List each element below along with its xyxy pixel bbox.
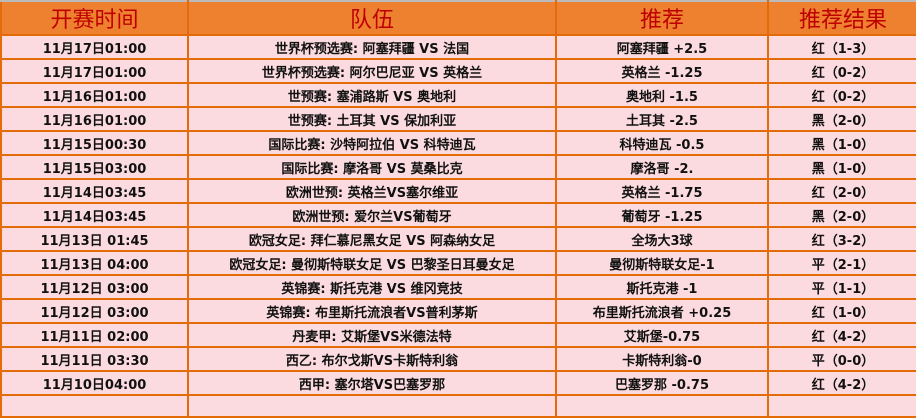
cell-time: 11月17日01:00 — [0, 34, 189, 60]
table-row: 11月14日03:45 欧洲世预: 英格兰VS塞尔维亚 英格兰 -1.75 红（2-0… — [0, 178, 916, 204]
cell-result: 黑（1-0） — [767, 154, 916, 180]
cell-time: 11月13日 01:45 — [0, 226, 189, 252]
cell-pick: 阿塞拜疆 +2.5 — [555, 34, 769, 60]
cell-pick: 卡斯特利翁-0 — [555, 346, 769, 372]
cell-time: 11月11日 02:00 — [0, 322, 189, 348]
empty-cell — [555, 394, 769, 418]
cell-time: 11月11日 03:30 — [0, 346, 189, 372]
cell-time: 11月13日 04:00 — [0, 250, 189, 276]
cell-time: 11月14日03:45 — [0, 178, 189, 204]
cell-time: 11月12日 03:00 — [0, 274, 189, 300]
cell-time: 11月15日00:30 — [0, 130, 189, 156]
cell-pick: 土耳其 -2.5 — [555, 106, 769, 132]
cell-pick: 英格兰 -1.75 — [555, 178, 769, 204]
table-row: 11月17日01:00 世界杯预选赛: 阿尔巴尼亚 VS 英格兰 英格兰 -1.25… — [0, 58, 916, 84]
table-row: 11月13日 04:00 欧冠女足: 曼彻斯特联女足 VS 巴黎圣日耳曼女足 曼彻斯… — [0, 250, 916, 276]
empty-cell — [187, 394, 557, 418]
cell-pick: 科特迪瓦 -0.5 — [555, 130, 769, 156]
cell-result: 红（1-3） — [767, 34, 916, 60]
cell-time: 11月14日03:45 — [0, 202, 189, 228]
cell-match: 世预赛: 土耳其 VS 保加利亚 — [187, 106, 557, 132]
cell-match: 欧冠女足: 曼彻斯特联女足 VS 巴黎圣日耳曼女足 — [187, 250, 557, 276]
cell-result: 黑（2-0） — [767, 202, 916, 228]
cell-match: 英锦赛: 布里斯托流浪者VS普利茅斯 — [187, 298, 557, 324]
cell-time: 11月16日01:00 — [0, 82, 189, 108]
cell-match: 国际比赛: 沙特阿拉伯 VS 科特迪瓦 — [187, 130, 557, 156]
cell-time: 11月16日01:00 — [0, 106, 189, 132]
empty-cell — [0, 394, 189, 418]
cell-result: 黑（1-0） — [767, 130, 916, 156]
cell-pick: 摩洛哥 -2. — [555, 154, 769, 180]
header-teams: 队伍 — [187, 0, 557, 36]
cell-match: 欧冠女足: 拜仁慕尼黑女足 VS 阿森纳女足 — [187, 226, 557, 252]
cell-match: 国际比赛: 摩洛哥 VS 莫桑比克 — [187, 154, 557, 180]
table-row: 11月12日 03:00 英锦赛: 斯托克港 VS 维冈竞技 斯托克港 -1 平（1-… — [0, 274, 916, 300]
table-row: 11月15日00:30 国际比赛: 沙特阿拉伯 VS 科特迪瓦 科特迪瓦 -0.5 黑… — [0, 130, 916, 156]
cell-pick: 全场大3球 — [555, 226, 769, 252]
cell-pick: 斯托克港 -1 — [555, 274, 769, 300]
cell-pick: 曼彻斯特联女足-1 — [555, 250, 769, 276]
cell-result: 红（0-2） — [767, 58, 916, 84]
table-row: 11月10日04:00 西甲: 塞尔塔VS巴塞罗那 巴塞罗那 -0.75 红（4-2） — [0, 370, 916, 396]
cell-result: 红（0-2） — [767, 82, 916, 108]
cell-pick: 奥地利 -1.5 — [555, 82, 769, 108]
cell-result: 红（1-0） — [767, 298, 916, 324]
cell-match: 西乙: 布尔戈斯VS卡斯特利翁 — [187, 346, 557, 372]
header-pick: 推荐 — [555, 0, 769, 36]
cell-match: 世界杯预选赛: 阿塞拜疆 VS 法国 — [187, 34, 557, 60]
cell-result: 黑（2-0） — [767, 106, 916, 132]
table-row: 11月11日 03:30 西乙: 布尔戈斯VS卡斯特利翁 卡斯特利翁-0 平（0-0） — [0, 346, 916, 372]
cell-result: 平（0-0） — [767, 346, 916, 372]
table-row: 11月11日 02:00 丹麦甲: 艾斯堡VS米德法特 艾斯堡-0.75 红（4-2） — [0, 322, 916, 348]
cell-match: 欧洲世预: 英格兰VS塞尔维亚 — [187, 178, 557, 204]
empty-row — [0, 394, 916, 418]
cell-match: 西甲: 塞尔塔VS巴塞罗那 — [187, 370, 557, 396]
cell-time: 11月10日04:00 — [0, 370, 189, 396]
header-time: 开赛时间 — [0, 0, 189, 36]
cell-match: 世界杯预选赛: 阿尔巴尼亚 VS 英格兰 — [187, 58, 557, 84]
cell-match: 欧洲世预: 爱尔兰VS葡萄牙 — [187, 202, 557, 228]
cell-match: 英锦赛: 斯托克港 VS 维冈竞技 — [187, 274, 557, 300]
cell-result: 平（2-1） — [767, 250, 916, 276]
empty-cell — [767, 394, 916, 418]
header-row: 开赛时间 队伍 推荐 推荐结果 — [0, 0, 916, 36]
cell-pick: 葡萄牙 -1.25 — [555, 202, 769, 228]
cell-match: 丹麦甲: 艾斯堡VS米德法特 — [187, 322, 557, 348]
table-row: 11月15日03:00 国际比赛: 摩洛哥 VS 莫桑比克 摩洛哥 -2. 黑（1-0… — [0, 154, 916, 180]
cell-result: 红（4-2） — [767, 370, 916, 396]
cell-result: 红（4-2） — [767, 322, 916, 348]
table-row: 11月17日01:00 世界杯预选赛: 阿塞拜疆 VS 法国 阿塞拜疆 +2.5 红（… — [0, 34, 916, 60]
cell-time: 11月15日03:00 — [0, 154, 189, 180]
table-row: 11月13日 01:45 欧冠女足: 拜仁慕尼黑女足 VS 阿森纳女足 全场大3球红… — [0, 226, 916, 252]
cell-result: 红（3-2） — [767, 226, 916, 252]
cell-pick: 巴塞罗那 -0.75 — [555, 370, 769, 396]
cell-pick: 英格兰 -1.25 — [555, 58, 769, 84]
table-row: 11月16日01:00 世预赛: 塞浦路斯 VS 奥地利 奥地利 -1.5 红（0-2… — [0, 82, 916, 108]
header-result: 推荐结果 — [767, 0, 916, 36]
cell-pick: 布里斯托流浪者 +0.25 — [555, 298, 769, 324]
cell-match: 世预赛: 塞浦路斯 VS 奥地利 — [187, 82, 557, 108]
cell-result: 平（1-1） — [767, 274, 916, 300]
cell-time: 11月17日01:00 — [0, 58, 189, 84]
cell-pick: 艾斯堡-0.75 — [555, 322, 769, 348]
table-row: 11月14日03:45 欧洲世预: 爱尔兰VS葡萄牙 葡萄牙 -1.25 黑（2-0） — [0, 202, 916, 228]
cell-time: 11月12日 03:00 — [0, 298, 189, 324]
table-row: 11月16日01:00 世预赛: 土耳其 VS 保加利亚 土耳其 -2.5 黑（2-0… — [0, 106, 916, 132]
table-row: 11月12日 03:00 英锦赛: 布里斯托流浪者VS普利茅斯 布里斯托流浪者 +0… — [0, 298, 916, 324]
cell-result: 红（2-0） — [767, 178, 916, 204]
